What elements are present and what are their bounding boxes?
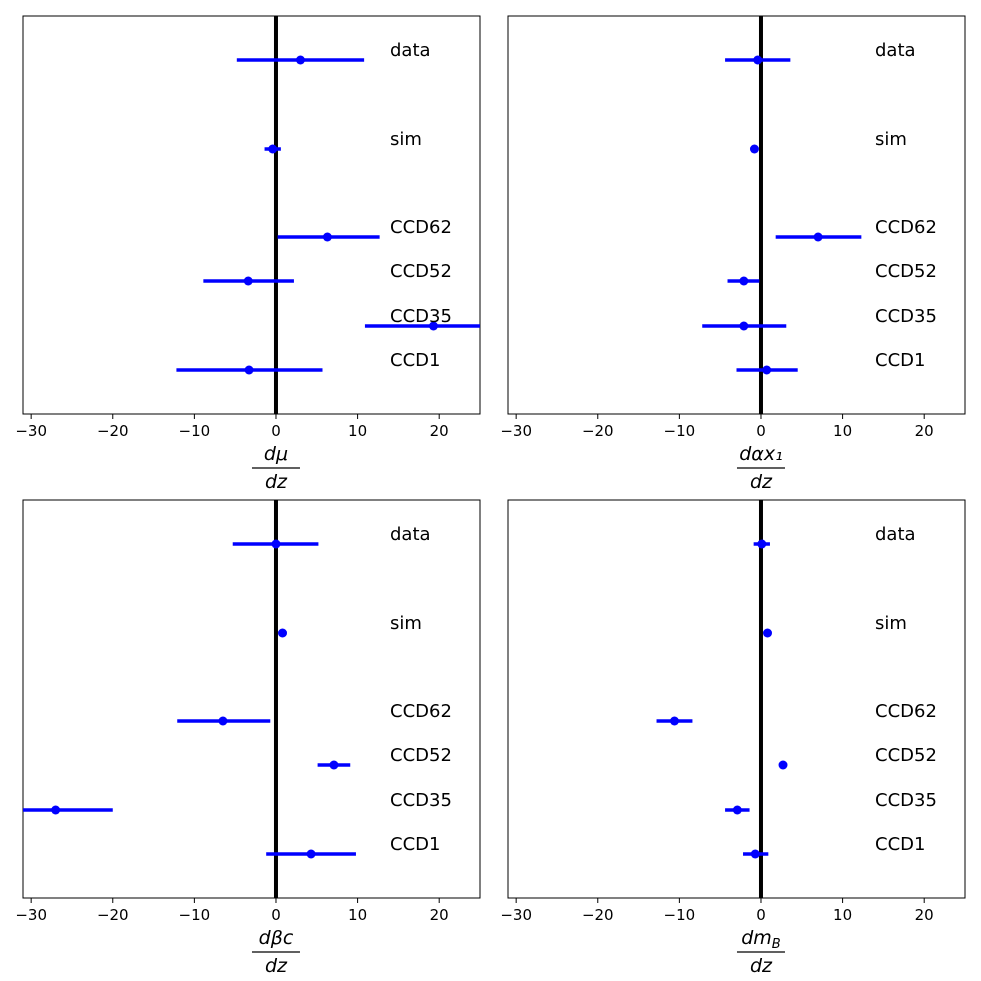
category-label-ccd52: CCD52	[390, 261, 452, 282]
data-point-data	[295, 55, 305, 65]
x-tick-label: 20	[915, 906, 934, 924]
x-tick-label: 20	[915, 422, 934, 440]
x-axis-label-numerator: dmB	[741, 927, 781, 952]
data-point-ccd52	[778, 760, 788, 770]
x-tick-label: 20	[430, 422, 449, 440]
data-point-sim	[268, 144, 278, 154]
axes-frame	[507, 15, 966, 415]
x-tick-label: 0	[756, 422, 766, 440]
x-axis-label-numerator: dμ	[264, 443, 288, 465]
x-tick-label: −10	[664, 906, 696, 924]
x-tick-label: −20	[582, 906, 614, 924]
category-label-ccd35: CCD35	[390, 790, 452, 811]
category-label-data: data	[875, 40, 916, 61]
axes-frame	[507, 499, 966, 899]
data-point-ccd35	[51, 805, 61, 815]
x-axis-label-numerator: dβc	[259, 927, 294, 949]
category-label-ccd1: CCD1	[875, 350, 925, 371]
data-point-sim	[749, 144, 759, 154]
x-tick-label: −30	[500, 422, 532, 440]
data-point-ccd1	[244, 365, 254, 375]
data-point-data	[753, 55, 763, 65]
axes-frame	[22, 15, 481, 415]
data-point-ccd1	[762, 365, 772, 375]
data-point-ccd52	[739, 276, 749, 286]
category-label-ccd52: CCD52	[875, 745, 937, 766]
x-tick-label: 10	[833, 422, 852, 440]
x-tick-label: 10	[833, 906, 852, 924]
data-point-ccd35	[739, 321, 749, 331]
category-label-ccd52: CCD52	[390, 745, 452, 766]
category-label-sim: sim	[875, 129, 907, 150]
data-point-ccd1	[306, 849, 316, 859]
x-tick-label: −30	[15, 422, 47, 440]
data-point-sim	[763, 628, 773, 638]
category-label-ccd52: CCD52	[875, 261, 937, 282]
x-axis-label-denominator: dz	[265, 955, 288, 977]
x-tick-label: 0	[271, 422, 281, 440]
data-point-ccd62	[669, 716, 679, 726]
category-label-ccd35: CCD35	[875, 790, 937, 811]
x-axis-label-numerator: dαx₁	[739, 443, 782, 465]
panel-dalpha-x1-dz: −30 −20 −10 0 10 20 data sim CCD62 CCD52 CCD35 CCD1…	[500, 15, 966, 493]
data-point-ccd1	[750, 849, 760, 859]
category-label-ccd62: CCD62	[390, 217, 452, 238]
axes-frame	[22, 499, 481, 899]
x-tick-label: −30	[500, 906, 532, 924]
data-point-sim	[278, 628, 288, 638]
category-label-data: data	[875, 524, 916, 545]
data-point-ccd52	[243, 276, 253, 286]
x-tick-label: 20	[430, 906, 449, 924]
data-point-ccd62	[322, 232, 332, 242]
category-label-sim: sim	[390, 129, 422, 150]
data-point-ccd52	[329, 760, 339, 770]
x-tick-label: −20	[582, 422, 614, 440]
category-label-ccd35: CCD35	[875, 306, 937, 327]
category-label-data: data	[390, 524, 431, 545]
x-axis-label-denominator: dz	[265, 471, 288, 493]
category-label-ccd62: CCD62	[390, 701, 452, 722]
x-tick-label: 0	[271, 906, 281, 924]
panel-dmu-dz: −30 −20 −10 0 10 20 data sim CCD62 CCD52 CCD35 CCD1…	[15, 15, 481, 493]
category-label-sim: sim	[875, 613, 907, 634]
category-label-ccd62: CCD62	[875, 701, 937, 722]
data-point-ccd35	[732, 805, 742, 815]
x-tick-label: −20	[97, 422, 129, 440]
x-tick-label: −20	[97, 906, 129, 924]
category-label-ccd35: CCD35	[390, 306, 452, 327]
x-tick-label: −10	[179, 422, 211, 440]
category-label-data: data	[390, 40, 431, 61]
x-tick-label: −10	[664, 422, 696, 440]
data-point-ccd62	[218, 716, 228, 726]
panel-dbeta-c-dz: −30 −20 −10 0 10 20 data sim CCD62 CCD52 CCD35 CCD1…	[15, 499, 481, 977]
x-tick-label: 0	[756, 906, 766, 924]
category-label-ccd1: CCD1	[390, 834, 440, 855]
category-label-ccd62: CCD62	[875, 217, 937, 238]
data-point-ccd62	[813, 232, 823, 242]
data-point-ccd35	[428, 321, 438, 331]
data-point-data	[757, 539, 767, 549]
panel-dmB-dz: −30 −20 −10 0 10 20 data sim CCD62 CCD52 CCD35 CCD1…	[500, 499, 966, 977]
x-tick-label: −30	[15, 906, 47, 924]
x-tick-label: 10	[348, 906, 367, 924]
x-tick-label: 10	[348, 422, 367, 440]
x-axis-label-denominator: dz	[750, 955, 773, 977]
x-axis-label-denominator: dz	[750, 471, 773, 493]
category-label-sim: sim	[390, 613, 422, 634]
x-tick-label: −10	[179, 906, 211, 924]
category-label-ccd1: CCD1	[875, 834, 925, 855]
category-label-ccd1: CCD1	[390, 350, 440, 371]
data-point-data	[271, 539, 281, 549]
